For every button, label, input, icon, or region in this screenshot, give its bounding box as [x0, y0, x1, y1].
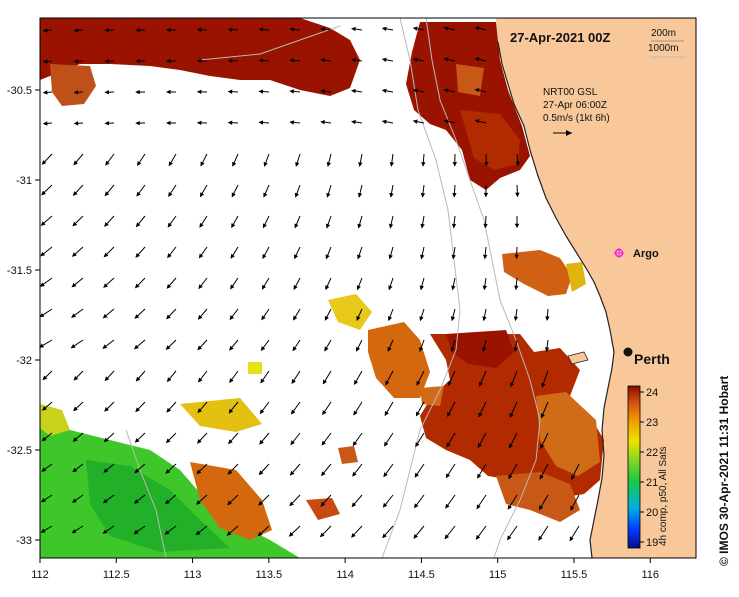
x-tick-label: 116 — [641, 569, 659, 581]
argo-label: Argo — [633, 248, 659, 260]
colorbar-tick-label: 24 — [646, 387, 658, 399]
y-tick-label: -32.5 — [7, 445, 32, 457]
x-tick-label: 112 — [31, 569, 49, 581]
x-tick-label: 112.5 — [103, 569, 130, 581]
colorbar-tick-label: 19 — [646, 537, 658, 549]
x-tick-label: 115 — [489, 569, 507, 581]
contour-label-1000m: 1000m — [648, 43, 679, 54]
colorbar-gradient — [628, 386, 640, 548]
perth-label: Perth — [634, 351, 670, 367]
x-axis: 112 112.5 113 113.5 114 114.5 115 115.5 116 — [31, 558, 659, 581]
x-tick-label: 114.5 — [408, 569, 435, 581]
colorbar-tick-label: 23 — [646, 417, 658, 429]
y-tick-label: -33 — [16, 535, 32, 547]
x-tick-label: 114 — [336, 569, 354, 581]
x-tick-label: 113 — [184, 569, 202, 581]
imos-credit: © IMOS 30-Apr-2021 11:31 Hobart — [717, 376, 731, 566]
current-time-label: 27-Apr 06:00Z — [543, 100, 607, 111]
y-tick-label: -32 — [16, 355, 32, 367]
x-tick-label: 113.5 — [255, 569, 282, 581]
x-tick-label: 115.5 — [561, 569, 588, 581]
sst-patch-midwest-yellow — [248, 362, 262, 374]
colorbar-tick-label: 20 — [646, 507, 658, 519]
y-tick-label: -31 — [16, 175, 32, 187]
current-scale-label: 0.5m/s (1kt 6h) — [543, 113, 610, 124]
sst-patch-north-coastal-cool — [456, 64, 484, 96]
colorbar-tick-label: 22 — [646, 447, 658, 459]
y-tick-label: -30.5 — [7, 85, 32, 97]
contour-label-200m: 200m — [651, 28, 676, 39]
colorbar-caption: 4h comp, p50, All Sats — [658, 446, 669, 546]
y-tick-label: -31.5 — [7, 265, 32, 277]
current-source-label: NRT00 GSL — [543, 87, 598, 98]
colorbar-tick-label: 21 — [646, 477, 658, 489]
map-date-title: 27-Apr-2021 00Z — [510, 30, 610, 45]
perth-marker — [624, 348, 633, 357]
y-axis: -30.5 -31 -31.5 -32 -32.5 -33 — [7, 85, 40, 547]
